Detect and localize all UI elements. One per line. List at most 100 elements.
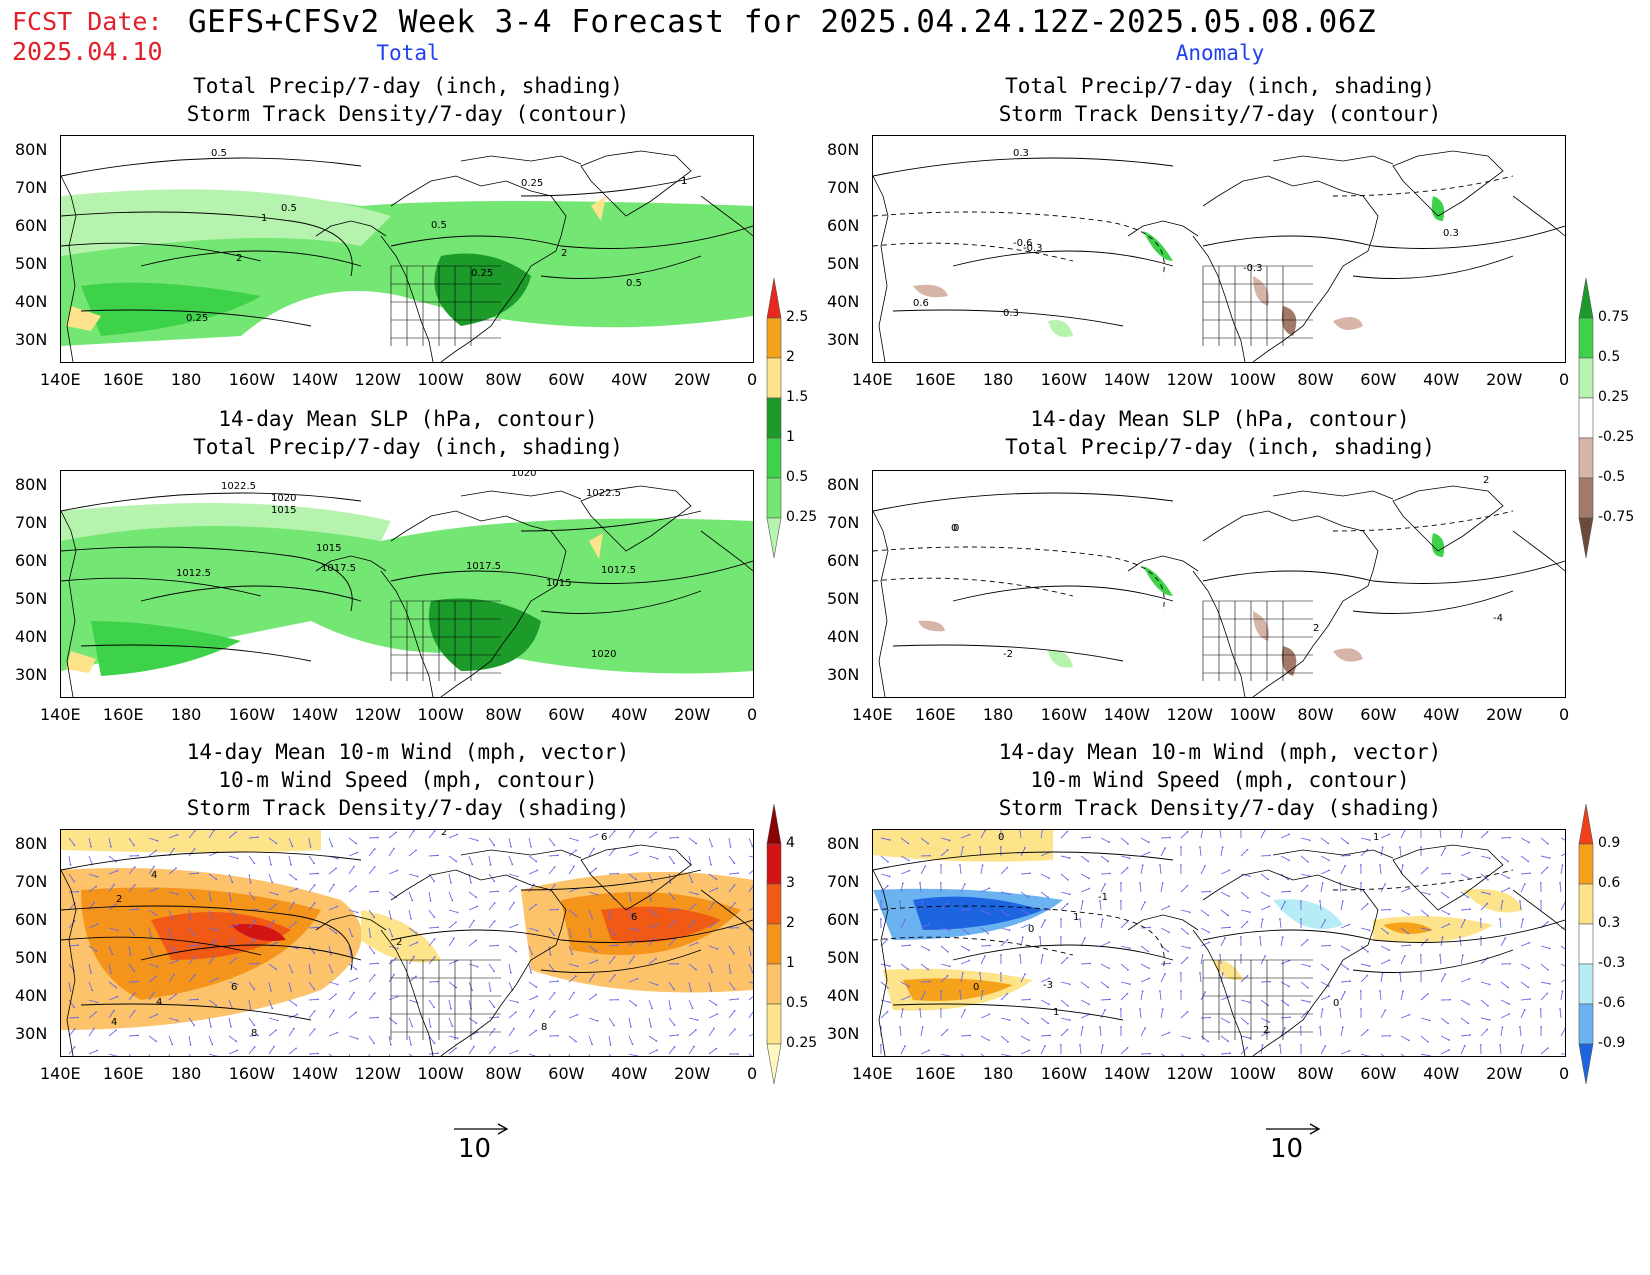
colorbar-label: 1.5 xyxy=(786,389,809,405)
lat-tick-label: 30N xyxy=(827,330,860,349)
contour-label: 1015 xyxy=(546,578,571,589)
lat-tick-label: 30N xyxy=(15,1024,48,1043)
lon-tick-label: 80W xyxy=(485,1064,522,1083)
colorbar-label: 1 xyxy=(786,429,795,445)
title-line: Storm Track Density/7-day (shading) xyxy=(186,796,630,820)
colorbar-label: -0.5 xyxy=(1598,469,1626,485)
contour-label: 1017.5 xyxy=(321,563,356,574)
colorbar-label: -0.9 xyxy=(1598,1035,1626,1051)
lat-tick-label: 30N xyxy=(15,665,48,684)
colorbar-label: 0.5 xyxy=(786,469,809,485)
title-line: Total Precip/7-day (inch, shading) xyxy=(1005,435,1435,459)
lat-tick-label: 30N xyxy=(15,330,48,349)
lon-tick-label: 140W xyxy=(1103,1064,1150,1083)
contour-label: 0 xyxy=(998,832,1004,843)
title-line: Storm Track Density/7-day (contour) xyxy=(998,102,1442,126)
lon-tick-label: 120W xyxy=(354,1064,401,1083)
colorbar-segment xyxy=(766,477,782,519)
contour-label: 2 xyxy=(1483,475,1489,486)
contour-label: -0.6 xyxy=(1013,238,1033,249)
lon-tick-label: 40W xyxy=(611,370,648,389)
lon-tick-label: 60W xyxy=(1360,1064,1397,1083)
contour-label: 1020 xyxy=(271,493,296,504)
lon-tick-label: 40W xyxy=(1423,370,1460,389)
colorbar-label: 0.5 xyxy=(786,995,809,1011)
lat-tick-label: 70N xyxy=(15,178,48,197)
lon-tick-label: 40W xyxy=(1423,705,1460,724)
lon-tick-label: 80W xyxy=(485,705,522,724)
lon-tick-label: 140E xyxy=(40,1064,81,1083)
colorbar-segment xyxy=(766,317,782,359)
lon-tick-label: 20W xyxy=(1486,370,1523,389)
contour-label: 4 xyxy=(156,997,162,1008)
lat-tick-label: 80N xyxy=(15,475,48,494)
colorbar-label: 2.5 xyxy=(786,309,809,325)
panel-title-precip-storm-anom: Total Precip/7-day (inch, shading) Storm… xyxy=(870,72,1570,128)
contour-label: 4 xyxy=(151,870,157,881)
lon-tick-label: 60W xyxy=(548,1064,585,1083)
contour-label: 0.5 xyxy=(626,278,642,289)
lon-tick-label: 140E xyxy=(852,1064,893,1083)
colorbar-label: 0.6 xyxy=(1598,875,1621,891)
title-line: Total Precip/7-day (inch, shading) xyxy=(193,74,623,98)
contour-label: 2 xyxy=(1263,1025,1269,1036)
title-line: 14-day Mean SLP (hPa, contour) xyxy=(218,407,598,431)
lat-tick-label: 40N xyxy=(827,627,860,646)
lon-tick-label: 120W xyxy=(1166,705,1213,724)
contour-label: 0.25 xyxy=(521,178,543,189)
lat-tick-label: 50N xyxy=(827,948,860,967)
contour-label: 0 xyxy=(1028,924,1034,935)
colorbar-segment xyxy=(766,963,782,1005)
title-line: Storm Track Density/7-day (shading) xyxy=(998,796,1442,820)
reference-vector-right xyxy=(1264,1120,1324,1139)
title-line: 14-day Mean 10-m Wind (mph, vector) xyxy=(186,740,630,764)
lon-tick-label: 60W xyxy=(1360,370,1397,389)
lon-tick-label: 180 xyxy=(982,370,1014,389)
lon-tick-label: 160E xyxy=(102,705,144,724)
lat-tick-label: 40N xyxy=(15,292,48,311)
colorbar-segment xyxy=(766,437,782,479)
lon-tick-label: 140W xyxy=(291,705,338,724)
title-line: 10-m Wind Speed (mph, contour) xyxy=(1030,768,1410,792)
fcst-date-label: FCST Date: xyxy=(12,7,163,36)
lon-tick-label: 160E xyxy=(102,370,144,389)
colorbar-segment xyxy=(1578,317,1594,359)
contour-label: -0.3 xyxy=(1243,263,1263,274)
contour-label: 1022.5 xyxy=(221,481,256,492)
lat-tick-label: 30N xyxy=(827,1024,860,1043)
colorbar-storm-total: 4 3 2 1 0.5 0.25 xyxy=(766,803,817,1085)
colorbar-segment xyxy=(766,517,782,559)
colorbar-label: 2 xyxy=(786,349,795,365)
contour-label: 0.3 xyxy=(1443,228,1459,239)
colorbar-storm-anomaly: 0.9 0.6 0.3 -0.3 -0.6 -0.9 xyxy=(1578,803,1625,1085)
lon-tick-label: 100W xyxy=(1229,705,1276,724)
lon-tick-label: 80W xyxy=(1297,1064,1334,1083)
lat-tick-label: 60N xyxy=(15,216,48,235)
lon-tick-label: 140W xyxy=(291,1064,338,1083)
colorbar-label: 2 xyxy=(786,915,795,931)
lon-tick-label: 0 xyxy=(1559,370,1570,389)
lon-tick-label: 100W xyxy=(1229,370,1276,389)
lon-tick-label: 160E xyxy=(914,705,956,724)
lat-tick-label: 50N xyxy=(15,254,48,273)
lat-tick-label: 50N xyxy=(827,254,860,273)
lon-tick-label: 140W xyxy=(1103,370,1150,389)
contour-label: 6 xyxy=(631,912,637,923)
lon-tick-label: 60W xyxy=(548,705,585,724)
contour-label: 1 xyxy=(1073,912,1079,923)
lat-tick-label: 60N xyxy=(15,551,48,570)
lon-tick-label: 0 xyxy=(1559,1064,1570,1083)
lon-tick-label: 160E xyxy=(102,1064,144,1083)
contour-label: 1022.5 xyxy=(586,488,621,499)
lon-tick-label: 0 xyxy=(747,370,758,389)
colorbar-label: 4 xyxy=(786,835,795,851)
contour-label: 1012.5 xyxy=(176,568,211,579)
lon-tick-label: 40W xyxy=(1423,1064,1460,1083)
map-precip-storm-anom: 0.3 -0.6 -0.3 0.6 0.3 0.3 -0.3 xyxy=(872,135,1566,363)
colorbar-segment xyxy=(1578,1003,1594,1045)
contour-label: -3 xyxy=(1043,980,1053,991)
contour-label: 1 xyxy=(1053,1007,1059,1018)
map-slp-precip-total: 1022.5 1020 1015 1020 1022.5 1012.5 1015 1017.5… xyxy=(60,470,754,698)
lon-tick-label: 60W xyxy=(1360,705,1397,724)
contour-label: 2 xyxy=(1313,623,1319,634)
